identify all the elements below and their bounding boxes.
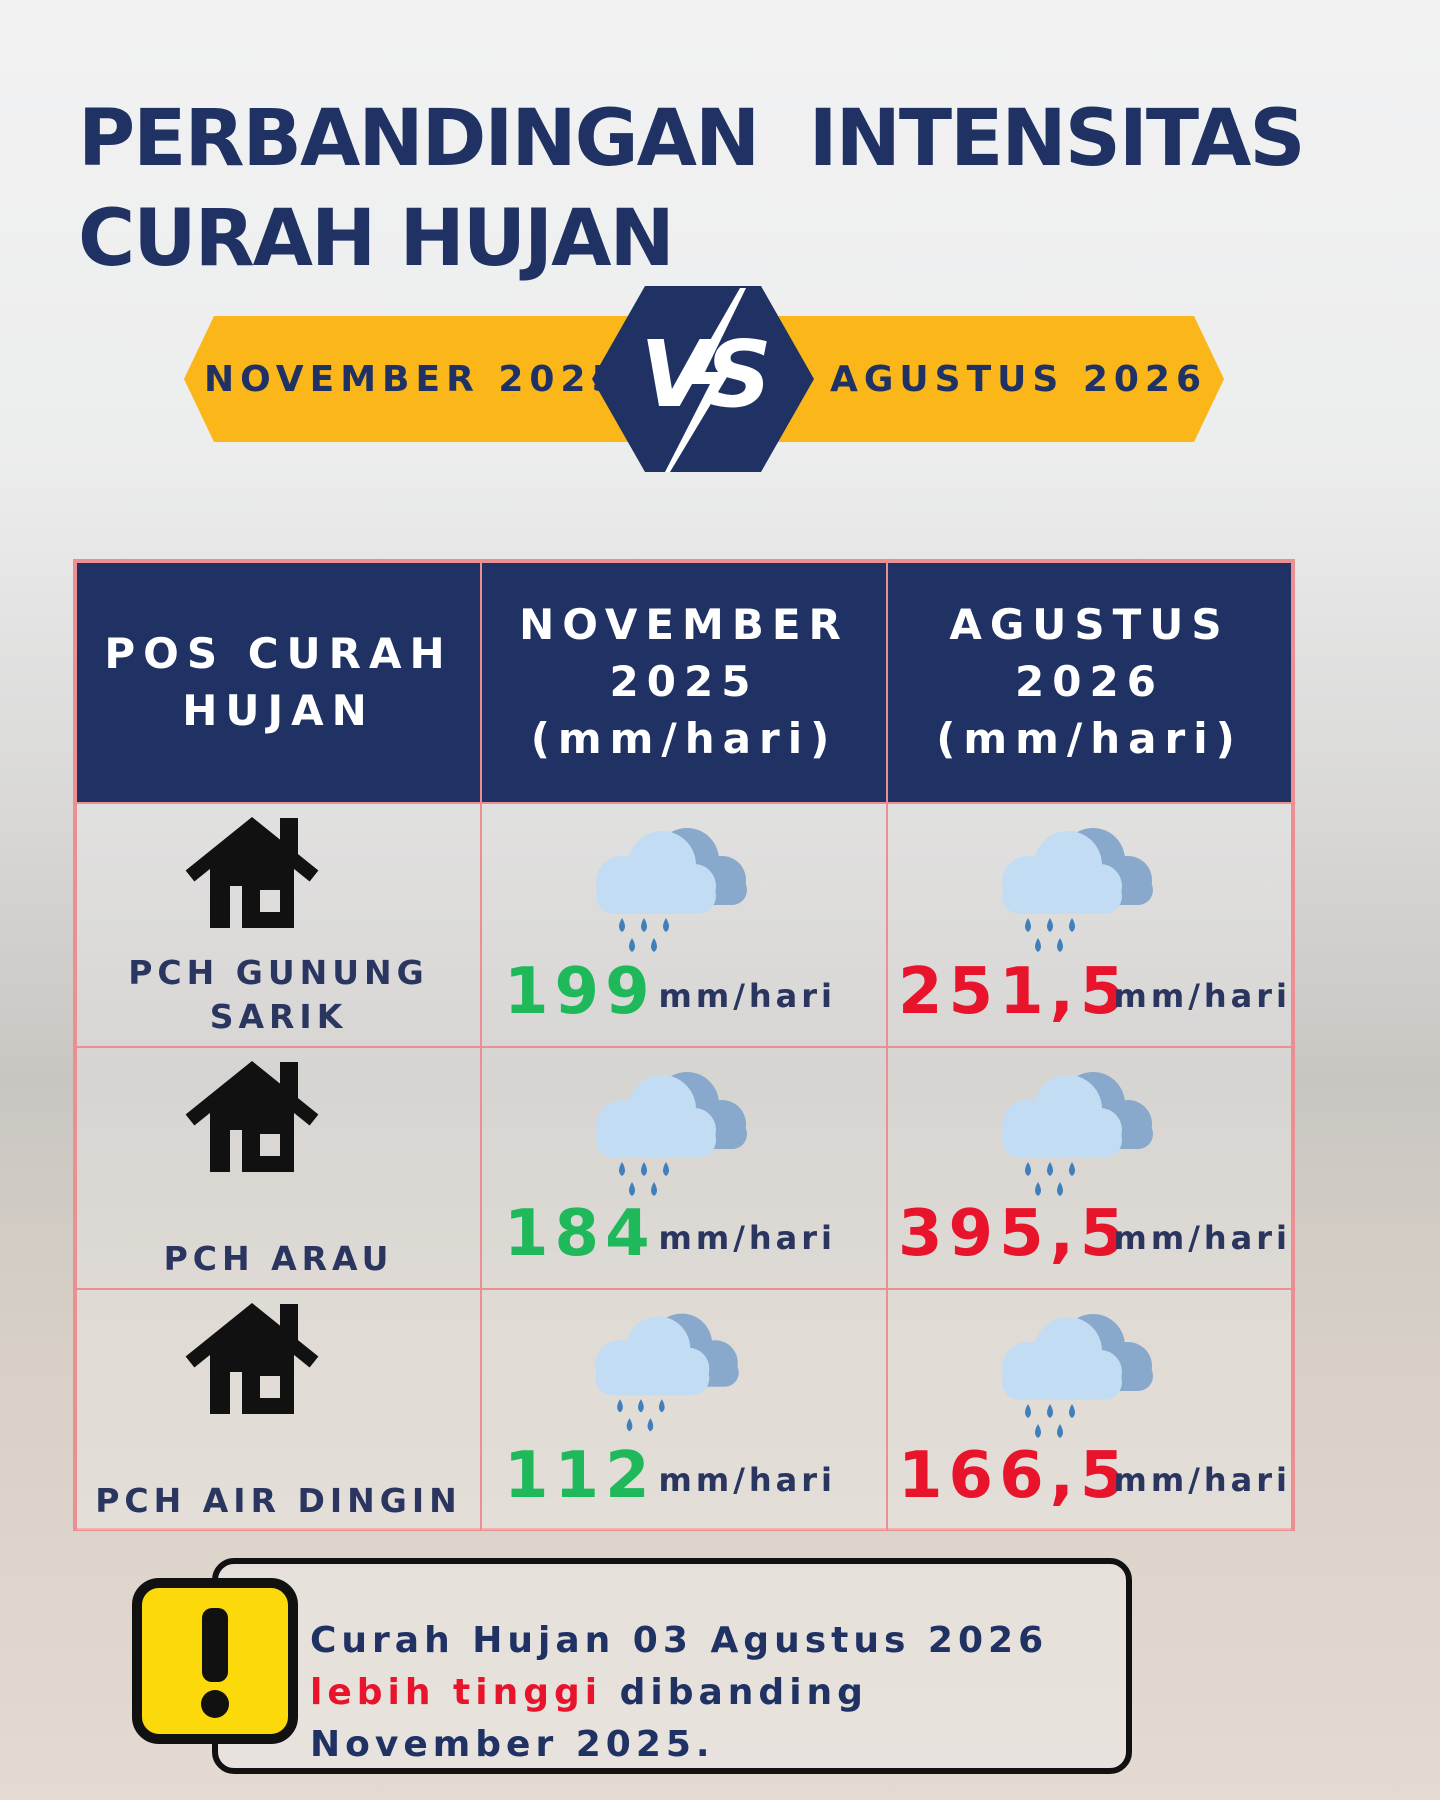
rain-cloud-icon xyxy=(596,1072,747,1196)
rain-cloud-icon xyxy=(1002,828,1153,952)
header-cell: AGUSTUS 2026 (mm/hari) xyxy=(887,562,1292,803)
cloud-wrap xyxy=(582,820,752,964)
value-cell: 199 mm/hari xyxy=(481,803,887,1047)
station-name: PCH ARAU xyxy=(163,1239,394,1279)
header-cell: POS CURAH HUJAN xyxy=(76,562,481,803)
unit: mm/hari xyxy=(1113,977,1291,1015)
value-cell: 112 mm/hari xyxy=(481,1289,887,1531)
value: 199 xyxy=(504,955,656,1029)
station-name: PCH GUNUNG SARIK xyxy=(128,952,429,1037)
rain-cloud-icon xyxy=(596,828,747,952)
notice-highlight: lebih tinggi xyxy=(310,1672,603,1713)
rain-cloud-icon xyxy=(1002,1314,1153,1438)
unit: mm/hari xyxy=(658,1219,836,1257)
value: 251,5 xyxy=(898,955,1131,1029)
banner-right: AGUSTUS 2026 xyxy=(830,358,1208,400)
unit: mm/hari xyxy=(658,977,836,1015)
cloud-wrap xyxy=(582,1064,752,1208)
value: 112 xyxy=(504,1439,656,1513)
notice-box xyxy=(212,1558,1132,1774)
station-cell: PCH GUNUNG SARIK xyxy=(76,803,481,1047)
title: PERBANDINGAN INTENSITAS xyxy=(78,94,1306,184)
station-cell: PCH AIR DINGIN xyxy=(76,1289,481,1531)
unit: mm/hari xyxy=(658,1461,836,1499)
station-cell: PCH ARAU xyxy=(76,1047,481,1289)
title: CURAH HUJAN xyxy=(78,194,675,284)
header-cell: NOVEMBER 2025 (mm/hari) xyxy=(481,562,887,803)
house-icon xyxy=(185,817,319,928)
value: 166,5 xyxy=(898,1439,1131,1513)
notice-text: Curah Hujan 03 Agustus 2026 lebih tinggi… xyxy=(310,1615,1130,1771)
unit: mm/hari xyxy=(1113,1461,1291,1499)
house-icon xyxy=(185,1061,319,1172)
station-name: PCH AIR DINGIN xyxy=(95,1481,462,1521)
warning-icon xyxy=(132,1578,298,1744)
cloud-wrap xyxy=(988,1306,1158,1450)
house-icon xyxy=(185,1303,319,1414)
vs-text: VS xyxy=(640,321,767,428)
value-cell: 184 mm/hari xyxy=(481,1047,887,1289)
unit: mm/hari xyxy=(1113,1219,1291,1257)
banner-left: NOVEMBER 2025 xyxy=(204,358,623,400)
house-wrap xyxy=(182,816,322,932)
table: POS CURAH HUJAN NOVEMBER 2025 (mm/hari) … xyxy=(73,559,1295,1531)
cloud-wrap xyxy=(582,1306,744,1443)
rain-cloud-icon xyxy=(595,1313,739,1432)
value-cell: 251,5 mm/hari xyxy=(887,803,1292,1047)
vs-badge: VS xyxy=(592,286,814,472)
value-cell: 395,5 mm/hari xyxy=(887,1047,1292,1289)
house-wrap xyxy=(182,1060,322,1176)
notice-text: Curah Hujan 03 Agustus 2026 xyxy=(310,1620,1049,1661)
house-wrap xyxy=(182,1302,322,1418)
value-cell: 166,5 mm/hari xyxy=(887,1289,1292,1531)
notice-text: dibanding November 2025. xyxy=(310,1672,868,1765)
cloud-wrap xyxy=(988,1064,1158,1208)
cloud-wrap xyxy=(988,820,1158,964)
value: 395,5 xyxy=(898,1197,1131,1271)
rain-cloud-icon xyxy=(1002,1072,1153,1196)
value: 184 xyxy=(504,1197,656,1271)
